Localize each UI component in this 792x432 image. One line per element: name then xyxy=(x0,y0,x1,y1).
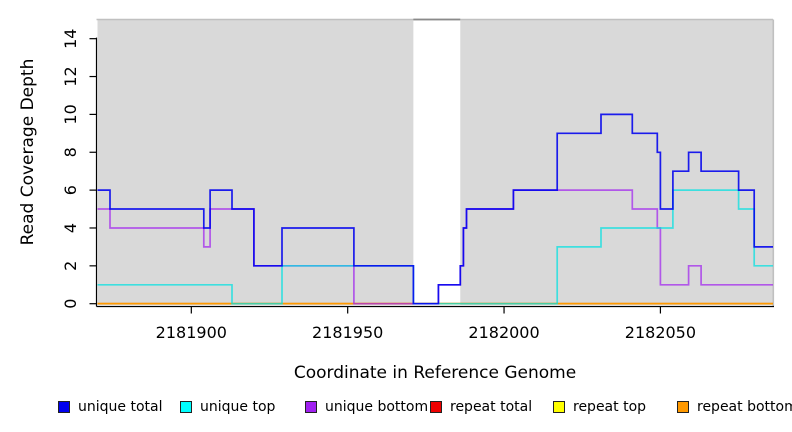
legend-label: unique bottom xyxy=(325,399,429,415)
y-tick-label: 4 xyxy=(61,223,80,233)
series-line-unique-top xyxy=(97,189,773,305)
series-line-unique-total xyxy=(97,113,773,305)
y-tick-label: 12 xyxy=(61,66,80,86)
legend-item-unique-total: unique total xyxy=(58,398,162,416)
x-axis-title: Coordinate in Reference Genome xyxy=(293,363,577,383)
legend-swatch xyxy=(58,401,70,413)
x-tick-label: 2181950 xyxy=(312,323,383,342)
masked-region xyxy=(413,20,461,306)
y-tick-label: 10 xyxy=(61,104,80,124)
y-tick-label: 8 xyxy=(61,147,80,157)
legend-item-repeat-total: repeat total xyxy=(430,398,532,416)
legend-item-unique-bottom: unique bottom xyxy=(305,398,428,416)
legend-swatch xyxy=(677,401,689,413)
legend-swatch xyxy=(553,401,565,413)
legend: unique total unique top unique bottom repea… xyxy=(0,398,792,420)
y-tick-label: 0 xyxy=(61,299,80,309)
x-tick-label: 2182000 xyxy=(468,323,539,342)
x-tick-label: 2182050 xyxy=(625,323,696,342)
y-tick-label: 2 xyxy=(61,261,80,271)
legend-label: unique top xyxy=(200,399,276,415)
legend-label: repeat total xyxy=(450,399,533,415)
legend-item-repeat-bottom: repeat bottom xyxy=(677,398,792,416)
legend-label: repeat top xyxy=(573,399,647,415)
legend-swatch xyxy=(180,401,192,413)
legend-label: repeat bottom xyxy=(697,399,792,415)
legend-item-repeat-top: repeat top xyxy=(553,398,646,416)
y-tick-label: 14 xyxy=(61,29,80,49)
legend-label: unique total xyxy=(78,399,163,415)
legend-swatch xyxy=(430,401,442,413)
legend-item-unique-top: unique top xyxy=(180,398,275,416)
x-tick-label: 2181900 xyxy=(156,323,227,342)
legend-swatch xyxy=(305,401,317,413)
y-tick-label: 6 xyxy=(61,185,80,195)
y-axis-title: Read Coverage Depth xyxy=(18,58,38,246)
